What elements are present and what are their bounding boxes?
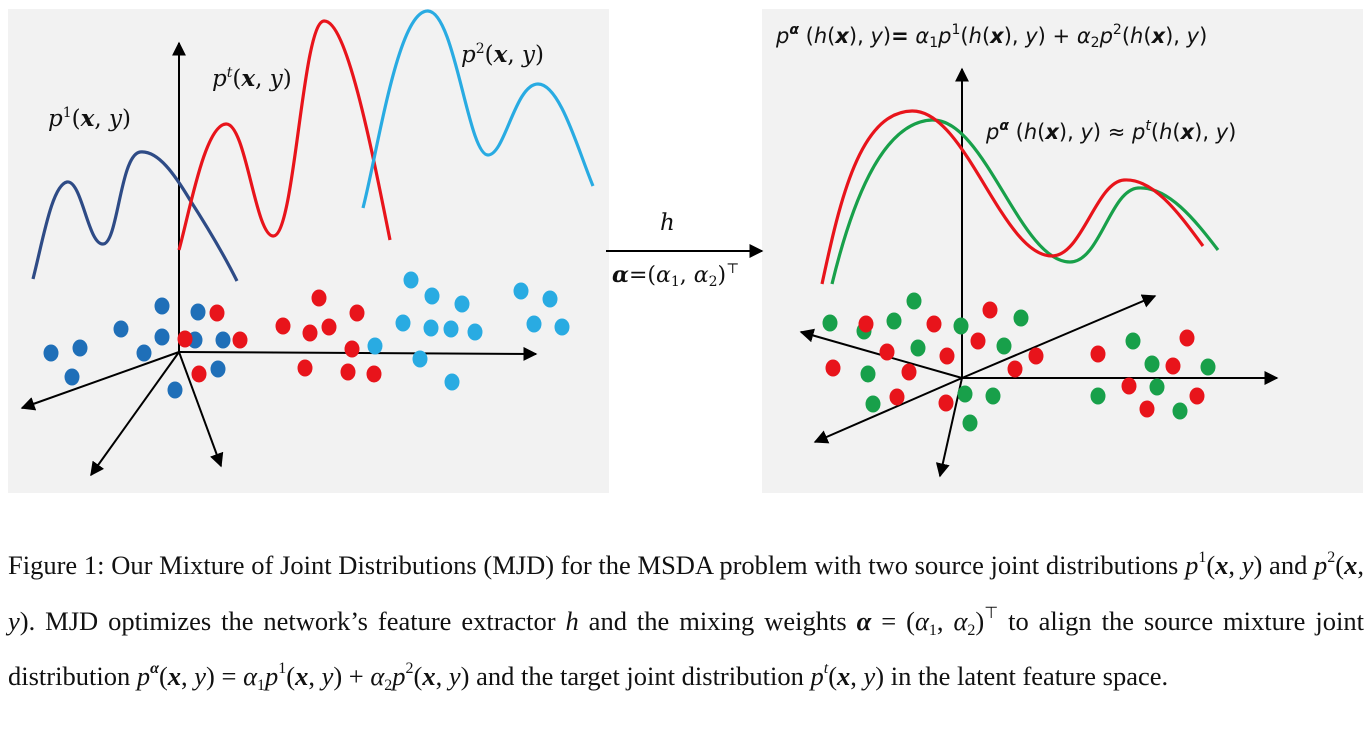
source1-density-curve [31, 150, 239, 282]
label-p1: p1(x, y) [48, 105, 131, 132]
target-samples-latent [825, 301, 1205, 418]
figure-graphics [20, 9, 1279, 478]
mixture-samples [822, 292, 1216, 432]
source2-samples [367, 271, 570, 391]
left-axes [20, 41, 538, 477]
target-samples-left [177, 289, 382, 383]
figure-caption: Figure 1: Our Mixture of Joint Distribut… [8, 549, 1364, 694]
left-axis-diagonal-down-left [90, 351, 180, 477]
label-mixture-eq: pα (h(x), y)= α1p1(h(x), y) + α2p2(h(x),… [776, 22, 1208, 51]
source2-density-curve [361, 9, 595, 209]
left-axis-diagonal-left [20, 351, 180, 411]
mixture-density-curve [830, 118, 1220, 285]
label-pt: pt(x, y) [212, 65, 292, 92]
left-axis-diagonal-down-right [178, 351, 224, 468]
target-density-curve-latent [820, 109, 1205, 285]
source-domain-panel [8, 9, 609, 493]
label-h: h [660, 210, 675, 236]
target-density-curve [177, 19, 392, 251]
label-approx-eq: pα (h(x), y) ≈ pt(h(x), y) [986, 118, 1237, 144]
right-axis-diagonal-left [813, 377, 963, 444]
source1-samples [43, 297, 231, 399]
label-alpha-def: α=(α1, α2)⊤ [612, 261, 740, 290]
right-axis-diagonal-up [961, 294, 1157, 379]
label-p2: p2(x, y) [461, 41, 544, 68]
